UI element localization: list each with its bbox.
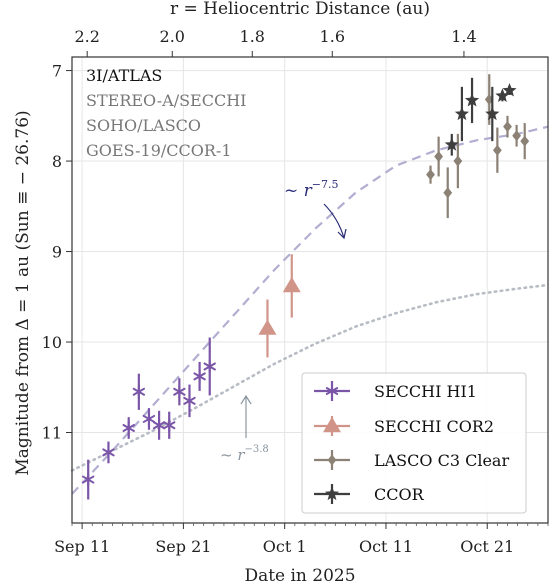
point-ccor — [454, 106, 469, 121]
legend-marker-secchi-hi1 — [325, 384, 339, 398]
point-secchi-hi1 — [163, 418, 176, 433]
legend-marker-secchi-cor2 — [323, 417, 341, 433]
point-ccor — [502, 83, 517, 97]
point-secchi-hi1 — [142, 411, 156, 426]
point-ccor — [444, 137, 459, 151]
data-points — [82, 74, 530, 500]
legend-marker-lasco-c3-clear — [327, 454, 337, 466]
top-tick-label: 1.8 — [240, 27, 265, 46]
fit-curve-dashed — [71, 125, 549, 495]
point-lasco-c3-clear — [520, 135, 530, 147]
top-axis-title: r = Heliocentric Distance (au) — [170, 0, 430, 19]
annotation-steep: ~ r−7.5 — [284, 178, 347, 240]
legend-label-lasco: LASCO C3 Clear — [374, 451, 509, 470]
info-text-block: 3I/ATLAS STEREO-A/SECCHI SOHO/LASCO GOES… — [86, 66, 247, 160]
y-tick-label: 9 — [52, 243, 62, 262]
point-secchi-hi1 — [183, 393, 196, 408]
point-secchi-hi1 — [152, 418, 166, 433]
point-secchi-hi1 — [122, 420, 135, 435]
point-lasco-c3-clear — [503, 121, 512, 133]
object-name: 3I/ATLAS — [86, 66, 162, 85]
top-tick-label: 2.2 — [74, 27, 99, 46]
point-ccor — [485, 106, 500, 121]
legend-markers — [314, 381, 350, 504]
legend-label-secchi-hi1: SECCHI HI1 — [374, 382, 477, 401]
top-tick-label: 2.0 — [160, 27, 185, 46]
plot-frame — [71, 56, 549, 524]
annotation-shallow: ~ r−3.8 — [220, 394, 269, 464]
y-tick-label: 8 — [52, 152, 62, 171]
point-secchi-cor2 — [282, 276, 301, 293]
point-secchi-hi1 — [102, 445, 115, 460]
legend: SECCHI HI1 SECCHI COR2 LASCO C3 Clear CC… — [301, 372, 527, 514]
instrument-secchi: STEREO-A/SECCHI — [86, 91, 247, 110]
instrument-ccor: GOES-19/CCOR-1 — [86, 141, 232, 160]
point-secchi-hi1 — [173, 384, 186, 399]
top-tick-label: 1.4 — [451, 27, 476, 46]
point-secchi-hi1 — [82, 472, 95, 487]
point-secchi-cor2 — [258, 319, 277, 335]
point-ccor — [495, 88, 510, 102]
x-tick-label: Oct 21 — [460, 537, 514, 556]
instrument-lasco: SOHO/LASCO — [86, 116, 201, 135]
y-tick-label: 11 — [42, 424, 62, 443]
point-secchi-hi1 — [203, 359, 216, 374]
legend-marker-ccor — [324, 486, 340, 501]
x-tick-label: Oct 1 — [263, 537, 307, 556]
legend-box — [301, 372, 527, 514]
x-tick-label: Oct 11 — [359, 537, 413, 556]
x-axis-title: Date in 2025 — [244, 566, 355, 586]
axis-ticks: Sep 11 Sep 21 Oct 1 Oct 11 Oct 21 7 8 9 10 11 2.2 2… — [42, 27, 549, 556]
x-tick-label: Sep 11 — [54, 537, 110, 556]
annotation-steep-exponent: −7.5 — [312, 178, 339, 191]
fit-curves — [70, 125, 550, 495]
point-secchi-hi1 — [193, 369, 206, 384]
legend-label-secchi-cor2: SECCHI COR2 — [374, 417, 494, 436]
legend-label-ccor: CCOR — [374, 485, 425, 504]
point-lasco-c3-clear — [426, 169, 435, 181]
point-lasco-c3-clear — [492, 144, 502, 156]
point-lasco-c3-clear — [434, 151, 444, 163]
x-tick-label: Sep 21 — [155, 537, 211, 556]
top-tick-label: 1.6 — [320, 27, 345, 46]
point-lasco-c3-clear — [443, 187, 453, 199]
annotation-shallow-exponent: −3.8 — [245, 444, 269, 455]
svg-text:~ r−7.5: ~ r−7.5 — [284, 178, 339, 201]
point-lasco-c3-clear — [453, 155, 463, 167]
point-ccor — [464, 92, 480, 107]
fit-curve-dotted — [70, 283, 550, 472]
y-tick-label: 7 — [52, 62, 62, 81]
y-axis-title: Magnitude from Δ = 1 au (Sun ≡ − 26.76) — [13, 110, 33, 475]
y-tick-label: 10 — [42, 333, 62, 352]
point-secchi-hi1 — [132, 384, 146, 399]
point-lasco-c3-clear — [512, 130, 522, 142]
svg-text:~ r−3.8: ~ r−3.8 — [220, 444, 269, 464]
point-lasco-c3-clear — [484, 94, 494, 106]
